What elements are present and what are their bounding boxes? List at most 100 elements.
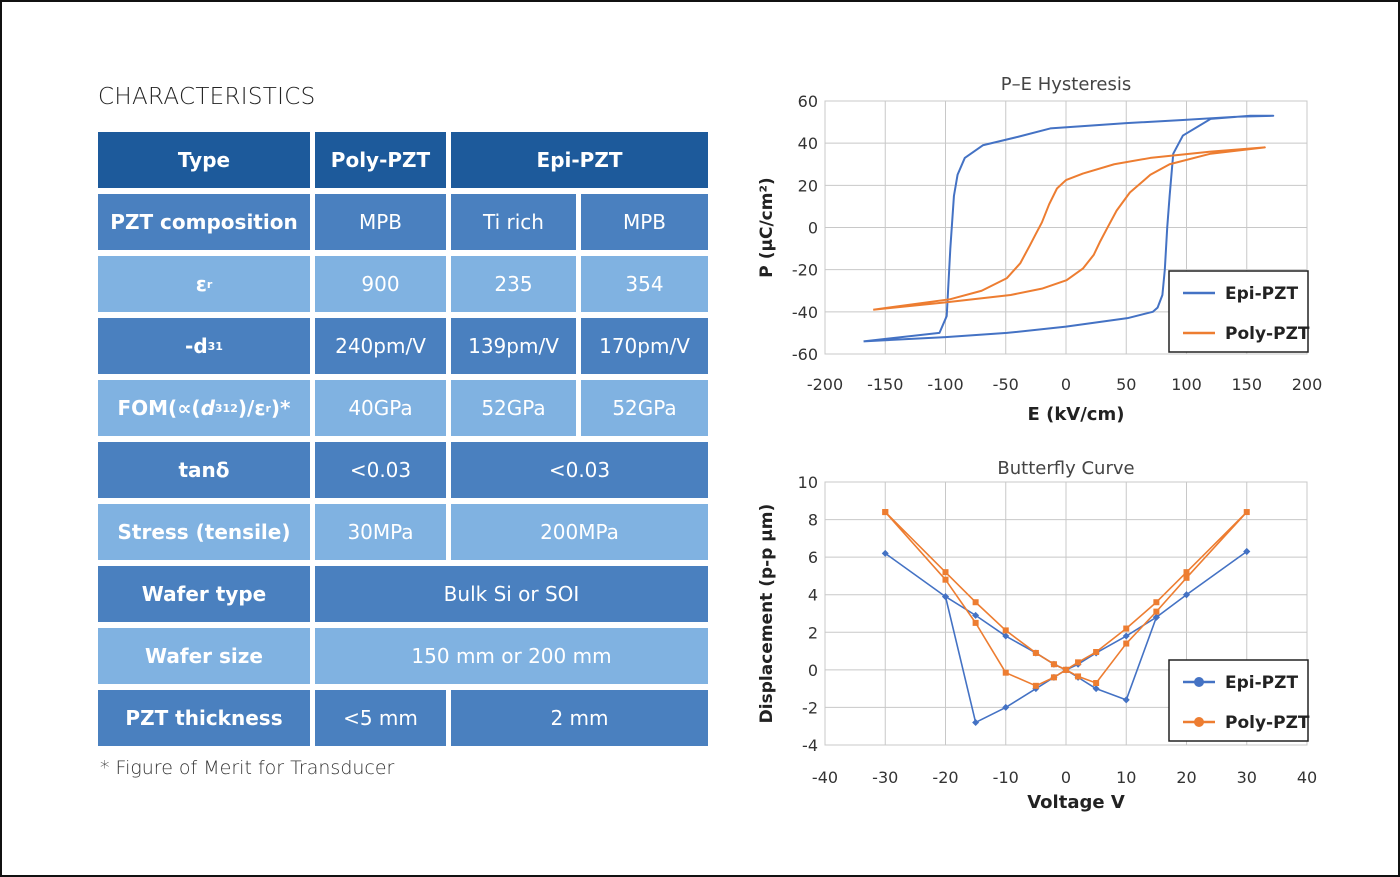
data-point (1063, 666, 1069, 673)
x-tick-label: 0 (1061, 375, 1071, 394)
legend-label: Epi-PZT (1225, 284, 1298, 304)
row-label: FOM(∝(d 31 2)/ε r )* (98, 380, 310, 436)
x-tick-label: 150 (1231, 375, 1262, 394)
y-tick-label: -20 (792, 261, 818, 280)
data-point (1122, 632, 1130, 640)
label-segment: r (206, 277, 213, 291)
row-label: Wafer size (98, 628, 310, 684)
legend-marker (1194, 677, 1204, 687)
data-point (1183, 591, 1190, 599)
y-tick-label: -2 (802, 698, 818, 717)
label-segment: PZT composition (110, 210, 298, 234)
x-tick-label: 30 (1237, 768, 1257, 787)
data-point (1002, 632, 1010, 640)
label-segment: 31 (214, 401, 231, 415)
x-axis-label: E (kV/cm) (1028, 404, 1125, 425)
plot-area (824, 481, 1308, 746)
footnote: * Figure of Merit for Transducer (100, 757, 395, 779)
y-tick-label: -40 (792, 303, 818, 322)
chart-1: -40 -30 -20 -10 0 10 20 30 401086420-2-4Butterfl… (757, 458, 1317, 813)
label-segment: ε (195, 272, 207, 296)
y-tick-label: 20 (798, 176, 818, 195)
data-point (1002, 669, 1009, 676)
x-tick-label: -200 (807, 375, 843, 394)
characteristics-table: Type Poly-PZT Epi-PZT PZT composition MPB Ti … (98, 132, 709, 746)
data-point (1093, 680, 1100, 687)
table-cell: 2 mm (451, 690, 708, 746)
x-tick-label: 100 (1171, 375, 1202, 394)
data-point (881, 549, 889, 557)
data-point (942, 576, 949, 583)
table-cell: 30MPa (315, 504, 446, 560)
data-point (1050, 674, 1057, 681)
data-point (942, 593, 949, 601)
legend: Epi-PZT Poly-PZT (1168, 659, 1310, 742)
table-cell: MPB (581, 194, 708, 250)
label-segment: )* (270, 396, 291, 420)
x-tick-label: -150 (867, 375, 903, 394)
data-point (1152, 613, 1160, 621)
legend-label: Poly-PZT (1225, 713, 1310, 733)
x-tick-label: 0 (1061, 768, 1071, 787)
label-segment: Stress (tensile) (117, 520, 291, 544)
row-label: tanδ (98, 442, 310, 498)
x-tick-label: -30 (872, 768, 898, 787)
table-cell: 52GPa (581, 380, 708, 436)
chart-0: -200 -150 -100 -50 0 50 100 150 2006040200-20-40… (757, 74, 1322, 425)
x-tick-label: -10 (993, 768, 1019, 787)
section-title: CHARACTERISTICS (98, 84, 316, 110)
row-label: Wafer type (98, 566, 310, 622)
table-cell: 240pm/V (315, 318, 446, 374)
table-cell: 235 (451, 256, 576, 312)
row-label: -d 31 (98, 318, 310, 374)
x-tick-label: -20 (932, 768, 958, 787)
table-cell: 170pm/V (581, 318, 708, 374)
data-point (1050, 661, 1057, 668)
table-cell: Ti rich (451, 194, 576, 250)
data-point (972, 611, 980, 619)
column-header: Poly-PZT (315, 132, 446, 188)
data-point (1123, 625, 1130, 632)
data-point (942, 569, 949, 576)
data-point (1075, 673, 1082, 680)
data-point (972, 599, 979, 606)
chart-title: Butterfly Curve (997, 458, 1134, 479)
legend-box (1168, 270, 1309, 353)
label-segment: 31 (207, 339, 223, 353)
table-cell: 139pm/V (451, 318, 576, 374)
data-point (1032, 649, 1039, 656)
table-cell: 150 mm or 200 mm (315, 628, 708, 684)
row-label: Type (98, 132, 310, 188)
data-point (1092, 685, 1100, 693)
label-segment: Wafer type (141, 582, 267, 606)
data-point (1243, 548, 1251, 556)
row-label: PZT composition (98, 194, 310, 250)
row-label: Stress (tensile) (98, 504, 310, 560)
table-cell: 40GPa (315, 380, 446, 436)
table-cell: 52GPa (451, 380, 576, 436)
table-cell: 900 (315, 256, 446, 312)
legend-label: Poly-PZT (1225, 324, 1310, 344)
column-header: Epi-PZT (451, 132, 708, 188)
y-tick-label: -4 (802, 736, 818, 755)
data-point (1123, 640, 1130, 647)
table-cell: MPB (315, 194, 446, 250)
label-segment: )/ε (237, 396, 266, 420)
label-segment: FOM(∝( (117, 396, 201, 420)
data-point (972, 619, 979, 626)
y-tick-label: 0 (808, 661, 818, 680)
y-tick-label: 40 (798, 134, 818, 153)
label-segment: Type (177, 148, 231, 172)
x-tick-label: -40 (812, 768, 838, 787)
label-segment: -d (185, 334, 208, 358)
label-segment: d (200, 396, 215, 420)
label-segment: r (265, 401, 271, 415)
table-cell: Bulk Si or SOI (315, 566, 708, 622)
table-cell: 200MPa (451, 504, 708, 560)
y-axis-label: Displacement (p-p μm) (757, 504, 777, 724)
data-point (1183, 569, 1190, 576)
y-tick-label: 2 (808, 623, 818, 642)
legend-label: Epi-PZT (1225, 673, 1298, 693)
